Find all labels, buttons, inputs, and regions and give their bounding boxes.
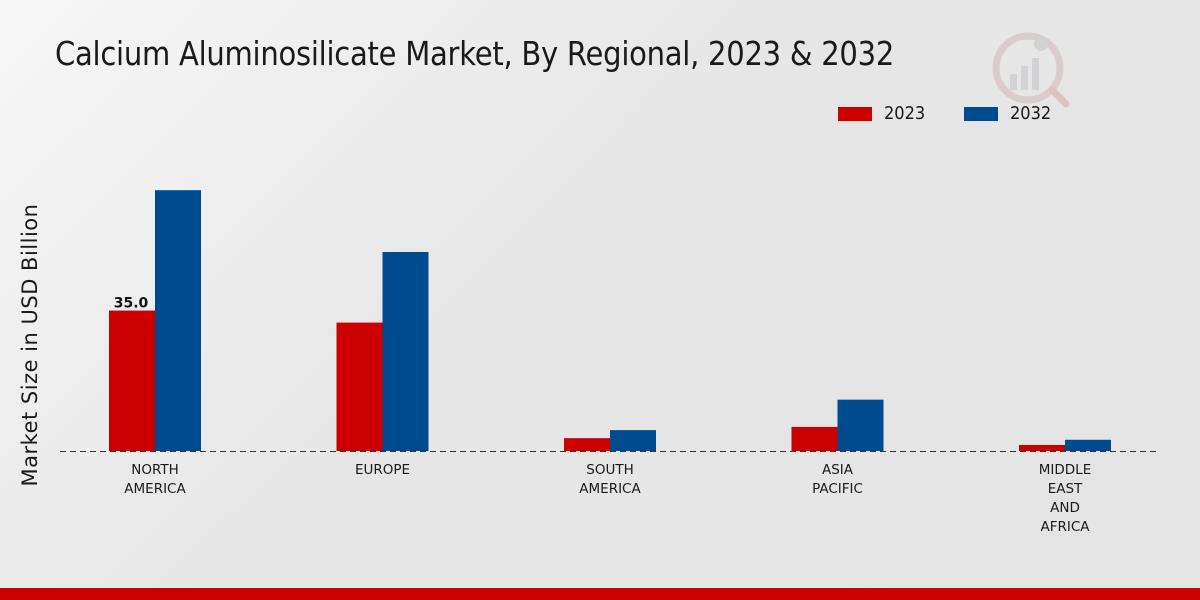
bar-2032-asia-pacific xyxy=(837,399,884,451)
legend-item-2032: 2032 xyxy=(963,103,1056,124)
watermark-logo-icon xyxy=(992,32,1070,108)
bar-2023-asia-pacific xyxy=(791,426,838,451)
x-tick-label-europe: EUROPE xyxy=(355,462,410,478)
legend-swatch-2023 xyxy=(838,106,872,121)
bars-group xyxy=(109,190,1111,451)
x-tick-label-asia-pacific: ASIA PACIFIC xyxy=(812,462,863,497)
bar-2032-north-america xyxy=(155,190,201,451)
x-tick-labels: NORTH AMERICA EUROPE SOUTH AMERICA ASIA PACIFI… xyxy=(124,462,1091,535)
legend: 2023 2032 xyxy=(838,103,1090,124)
bar-2032-europe xyxy=(382,251,429,451)
legend-swatch-2032 xyxy=(963,106,998,121)
x-tick-label-middle-east-and-africa: MIDDLE EAST AND AFRICA xyxy=(1039,462,1091,535)
legend-label-2032: 2032 xyxy=(1009,103,1052,124)
bar-2023-middle-east-and-africa xyxy=(1019,444,1065,451)
x-tick-label-south-america: SOUTH AMERICA xyxy=(579,462,641,497)
x-tick-label-north-america: NORTH AMERICA xyxy=(124,462,186,497)
chart-title: Calcium Aluminosilicate Market, By Regio… xyxy=(55,34,895,73)
bar-2032-south-america xyxy=(610,430,656,451)
bar-2023-north-america xyxy=(109,310,155,451)
legend-label-2023: 2023 xyxy=(884,103,926,124)
data-label-2023-0: 35.0 xyxy=(114,296,149,312)
bar-2023-europe xyxy=(336,322,383,451)
bar-2023-south-america xyxy=(564,438,610,451)
data-labels: 35.0 xyxy=(114,296,149,312)
legend-item-2023: 2023 xyxy=(838,103,930,124)
footer-bar xyxy=(0,588,1200,600)
bar-2032-middle-east-and-africa xyxy=(1065,439,1111,451)
